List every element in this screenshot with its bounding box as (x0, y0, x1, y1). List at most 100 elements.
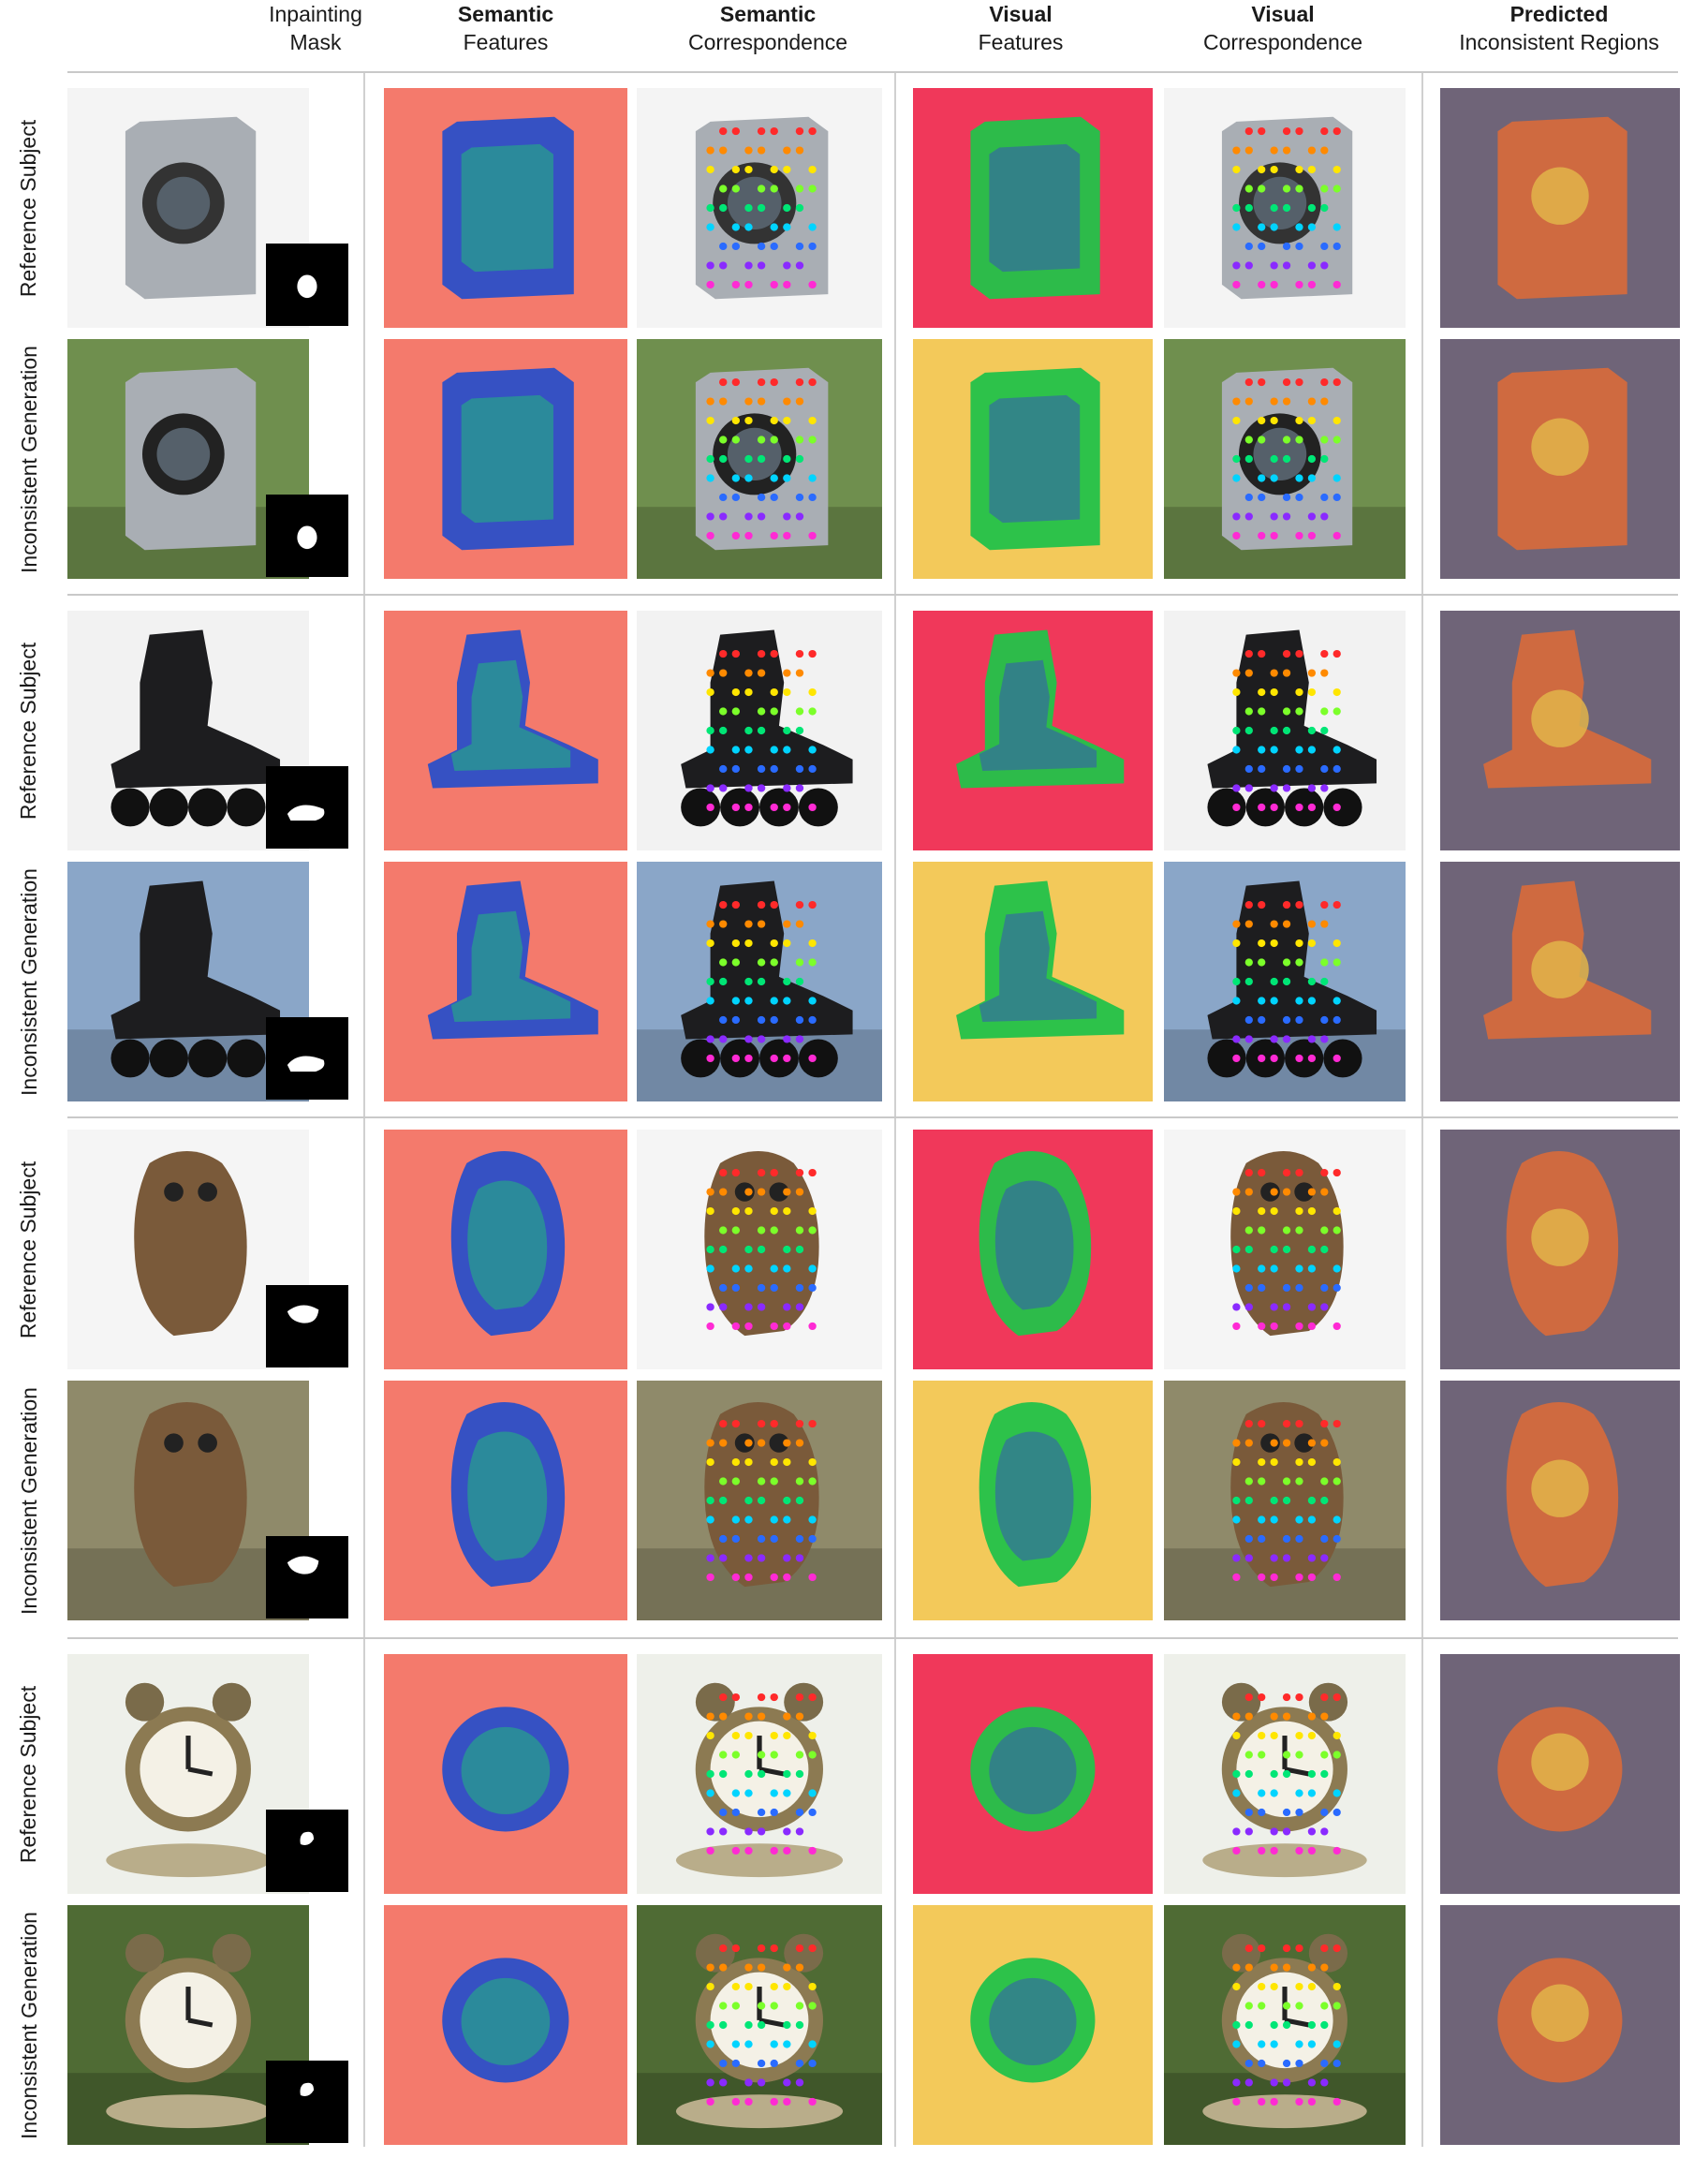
semfeat-image (384, 1654, 627, 1894)
visfeat-image (913, 1905, 1153, 2145)
group-divider (67, 594, 1678, 596)
semfeat-image (384, 1130, 627, 1369)
column-header-semantic-features: Semantic Features (403, 0, 609, 56)
pred-image (1440, 611, 1680, 850)
panel-owl-reference-visfeat (913, 1130, 1153, 1369)
row-label-text: Inconsistent Generation (16, 867, 41, 1096)
panel-inline-skate-reference-pred (1440, 611, 1680, 850)
column-header-line2: Correspondence (687, 30, 848, 54)
panel-owl-generation-visfeat (913, 1381, 1153, 1620)
image-image (67, 1130, 309, 1369)
semcorr-image (637, 862, 882, 1101)
inpainting-mask-inset (266, 766, 348, 849)
pred-image (1440, 1381, 1680, 1620)
semfeat-image (384, 611, 627, 850)
viscorr-image (1164, 339, 1406, 579)
viscorr-image (1164, 611, 1406, 850)
row-label-text: Reference Subject (16, 1160, 41, 1338)
panel-owl-generation-viscorr (1164, 1381, 1406, 1620)
row-label-text: Inconsistent Generation (16, 1911, 41, 2139)
visfeat-image (913, 1654, 1153, 1894)
image-image (67, 611, 309, 850)
viscorr-image (1164, 1654, 1406, 1894)
inpainting-mask-inset (266, 1285, 348, 1367)
column-header-bold: Visual (989, 2, 1053, 26)
viscorr-image (1164, 862, 1406, 1101)
semcorr-image (637, 1381, 882, 1620)
semcorr-image (637, 611, 882, 850)
row-label-inconsistent-generation: Inconsistent Generation (0, 862, 58, 1101)
panel-washing-machine-reference-visfeat (913, 88, 1153, 328)
panel-washing-machine-generation-semcorr (637, 339, 882, 579)
panel-alarm-clock-generation-visfeat (913, 1905, 1153, 2145)
panel-alarm-clock-generation-viscorr (1164, 1905, 1406, 2145)
panel-inline-skate-reference-visfeat (913, 611, 1153, 850)
group-divider (67, 1116, 1678, 1118)
panel-inline-skate-reference-semcorr (637, 611, 882, 850)
panel-alarm-clock-reference-visfeat (913, 1654, 1153, 1894)
column-header-bold: Predicted (1509, 2, 1609, 26)
column-header-line2: Mask (289, 30, 342, 54)
inpainting-mask-inset (266, 495, 348, 577)
panel-washing-machine-generation-viscorr (1164, 339, 1406, 579)
row-label-text: Reference Subject (16, 642, 41, 820)
panel-inline-skate-generation-semfeat (384, 862, 627, 1101)
column-divider (894, 73, 896, 2147)
panel-alarm-clock-reference-semfeat (384, 1654, 627, 1894)
viscorr-image (1164, 1381, 1406, 1620)
group-divider (67, 1637, 1678, 1639)
viscorr-image (1164, 1130, 1406, 1369)
column-header-line1: Inpainting (269, 2, 362, 26)
panel-alarm-clock-reference-semcorr (637, 1654, 882, 1894)
semcorr-image (637, 1654, 882, 1894)
semfeat-image (384, 1381, 627, 1620)
row-label-inconsistent-generation: Inconsistent Generation (0, 1905, 58, 2145)
row-label-reference-subject: Reference Subject (0, 1654, 58, 1894)
panel-washing-machine-generation-visfeat (913, 339, 1153, 579)
row-label-reference-subject: Reference Subject (0, 611, 58, 850)
column-header-visual-correspondence: Visual Correspondence (1171, 0, 1395, 56)
panel-inline-skate-generation-pred (1440, 862, 1680, 1101)
pred-image (1440, 1905, 1680, 2145)
panel-owl-generation-pred (1440, 1381, 1680, 1620)
panel-washing-machine-generation-pred (1440, 339, 1680, 579)
row-label-inconsistent-generation: Inconsistent Generation (0, 1381, 58, 1620)
row-label-reference-subject: Reference Subject (0, 88, 58, 328)
column-header-inpainting-mask: Inpainting Mask (245, 0, 386, 56)
visfeat-image (913, 862, 1153, 1101)
column-divider (363, 73, 365, 2147)
visfeat-image (913, 611, 1153, 850)
panel-washing-machine-reference-pred (1440, 88, 1680, 328)
pred-image (1440, 862, 1680, 1101)
column-header-line2: Correspondence (1202, 30, 1363, 54)
viscorr-image (1164, 88, 1406, 328)
inpainting-mask-inset (266, 2061, 348, 2143)
inpainting-mask-inset (266, 1536, 348, 1618)
panel-alarm-clock-reference-pred (1440, 1654, 1680, 1894)
image-image (67, 88, 309, 328)
panel-alarm-clock-generation-pred (1440, 1905, 1680, 2145)
semfeat-image (384, 862, 627, 1101)
semcorr-image (637, 1905, 882, 2145)
pred-image (1440, 1130, 1680, 1369)
row-label-inconsistent-generation: Inconsistent Generation (0, 339, 58, 579)
semfeat-image (384, 88, 627, 328)
column-header-predicted-inconsistent-regions: Predicted Inconsistent Regions (1442, 0, 1676, 56)
semfeat-image (384, 1905, 627, 2145)
panel-alarm-clock-generation-semcorr (637, 1905, 882, 2145)
viscorr-image (1164, 1905, 1406, 2145)
column-header-bold: Visual (1251, 2, 1315, 26)
panel-washing-machine-reference-viscorr (1164, 88, 1406, 328)
column-header-visual-features: Visual Features (927, 0, 1114, 56)
header-rule (67, 71, 1678, 73)
visfeat-image (913, 1381, 1153, 1620)
panel-inline-skate-generation-semcorr (637, 862, 882, 1101)
column-header-line2: Features (978, 30, 1064, 54)
inpainting-mask-inset (266, 1810, 348, 1892)
inpainting-mask-inset (266, 1017, 348, 1100)
panel-washing-machine-reference-semfeat (384, 88, 627, 328)
panel-owl-reference-semfeat (384, 1130, 627, 1369)
row-label-text: Reference Subject (16, 1685, 41, 1863)
visfeat-image (913, 339, 1153, 579)
inpainting-mask-inset (266, 244, 348, 326)
